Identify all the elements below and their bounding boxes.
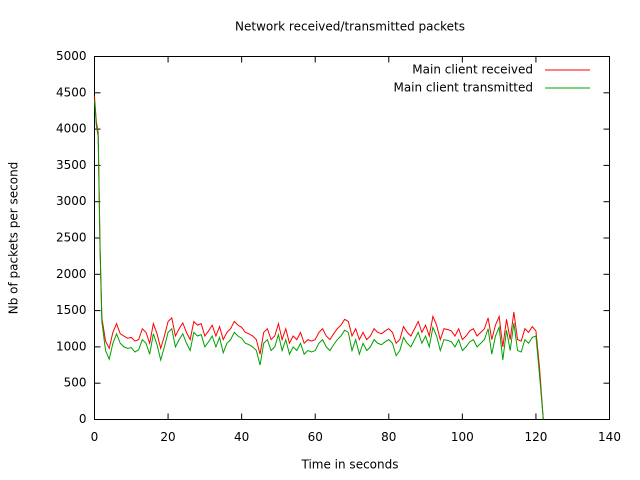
y-tick-label: 500 <box>64 376 87 390</box>
data-line <box>94 100 544 420</box>
x-axis-label: Time in seconds <box>301 458 399 472</box>
y-tick-label: 2500 <box>56 231 87 245</box>
x-tick-label: 60 <box>308 430 323 444</box>
y-tick-label: 0 <box>79 412 87 426</box>
x-tick-label: 20 <box>160 430 175 444</box>
plot-frame <box>94 56 610 420</box>
y-tick-label: 4500 <box>56 85 87 99</box>
x-tick-label: 120 <box>524 430 547 444</box>
data-line <box>94 96 544 420</box>
y-tick-label: 3000 <box>56 194 87 208</box>
x-tick-label: 80 <box>381 430 396 444</box>
y-tick-label: 1000 <box>56 339 87 353</box>
legend-label: Main client received <box>412 63 533 77</box>
x-tick-label: 0 <box>91 430 99 444</box>
y-tick-label: 2000 <box>56 267 87 281</box>
y-tick-label: 1500 <box>56 303 87 317</box>
chart-title: Network received/transmitted packets <box>235 20 465 34</box>
x-tick-label: 100 <box>451 430 474 444</box>
y-tick-label: 4000 <box>56 122 87 136</box>
legend-label: Main client transmitted <box>393 81 533 95</box>
y-tick-label: 3500 <box>56 158 87 172</box>
y-tick-label: 5000 <box>56 49 87 63</box>
x-tick-label: 40 <box>234 430 249 444</box>
x-tick-label: 140 <box>598 430 621 444</box>
y-axis-label: Nb of packets per second <box>7 162 21 315</box>
